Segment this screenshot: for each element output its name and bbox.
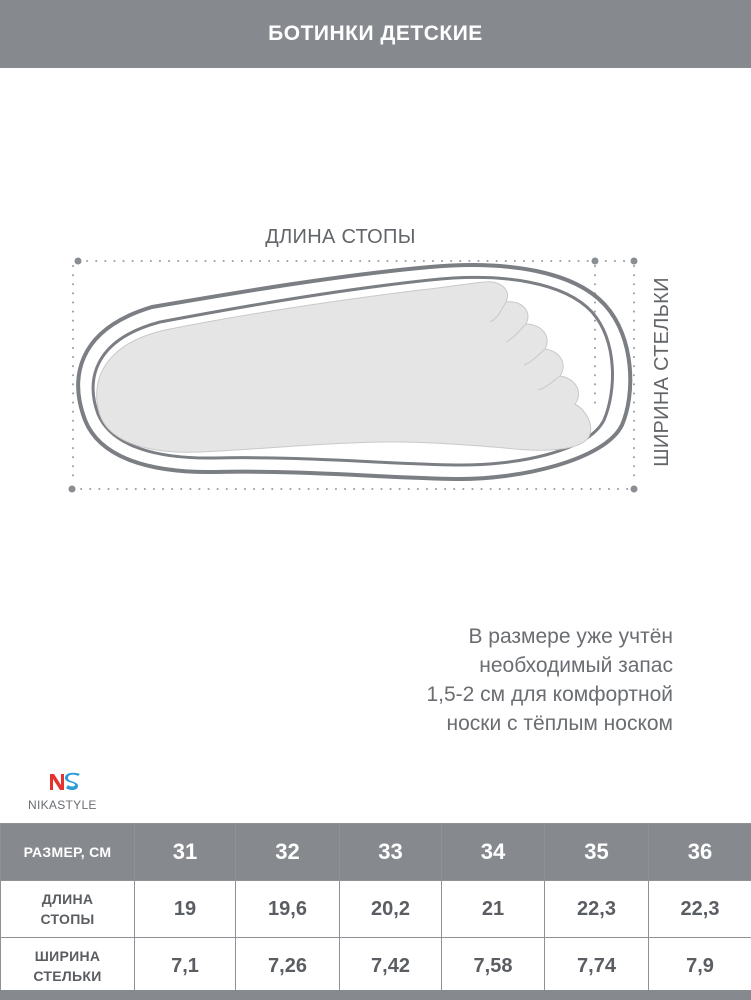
table-cell: 7,9 (648, 937, 751, 995)
table-cell: 19,6 (235, 880, 340, 938)
row-label-line: ДЛИНА (41, 891, 94, 907)
guide-dot (630, 485, 638, 493)
insole-width-label: ШИРИНА СТЕЛЬКИ (651, 277, 673, 467)
table-cell: 21 (441, 880, 545, 938)
size-header: 31 (134, 823, 236, 881)
guide-dot (74, 257, 82, 265)
table-cell: 7,42 (339, 937, 442, 995)
table-cell: 20,2 (339, 880, 442, 938)
table-cell: 7,1 (134, 937, 236, 995)
shoe-outer-outline (76, 263, 633, 482)
brand-name: NIKASTYLE (28, 798, 97, 812)
table-cell: 19 (134, 880, 236, 938)
note-line: необходимый запас (479, 654, 673, 677)
table-cell: 22,3 (648, 880, 751, 938)
size-header: 34 (441, 823, 545, 881)
guide-dot (630, 257, 638, 265)
page-header: БОТИНКИ ДЕТСКИЕ (0, 0, 751, 68)
table-cell: 7,74 (544, 937, 649, 995)
note-line: носки с тёплым носком (446, 712, 673, 735)
bottom-bar (0, 990, 751, 1000)
insole-diagram (68, 257, 638, 493)
table-cell: 7,26 (235, 937, 340, 995)
table-header-row: РАЗМЕР, СМ 31 32 33 34 35 36 (0, 823, 751, 881)
table-cell: 22,3 (544, 880, 649, 938)
note-line: В размере уже учтён (468, 625, 673, 648)
size-header: 36 (648, 823, 751, 881)
brand-logo-mark (50, 772, 80, 791)
foot-silhouette (96, 281, 592, 453)
row-label: ДЛИНА СТОПЫ (0, 880, 135, 938)
size-header: 35 (544, 823, 649, 881)
row-label-line: ШИРИНА (34, 948, 101, 964)
row-label: ШИРИНА СТЕЛЬКИ (0, 937, 135, 995)
size-header: 32 (235, 823, 340, 881)
row-label-line: СТОПЫ (40, 911, 95, 927)
table-row: ШИРИНА СТЕЛЬКИ 7,1 7,26 7,42 7,58 7,74 7… (0, 937, 751, 995)
table-cell: 7,58 (441, 937, 545, 995)
size-table: РАЗМЕР, СМ 31 32 33 34 35 36 ДЛИНА СТОПЫ… (0, 823, 751, 995)
size-header: 33 (339, 823, 442, 881)
guide-dot (591, 257, 599, 265)
row-label-line: СТЕЛЬКИ (33, 968, 102, 984)
table-corner-label: РАЗМЕР, СМ (0, 823, 135, 881)
foot-length-label: ДЛИНА СТОПЫ (265, 226, 416, 248)
table-row: ДЛИНА СТОПЫ 19 19,6 20,2 21 22,3 22,3 (0, 880, 751, 938)
guide-dot (68, 485, 76, 493)
size-note: В размере уже учтён необходимый запас 1,… (253, 622, 673, 738)
page-title: БОТИНКИ ДЕТСКИЕ (268, 22, 483, 45)
note-line: 1,5-2 см для комфортной (426, 683, 673, 706)
